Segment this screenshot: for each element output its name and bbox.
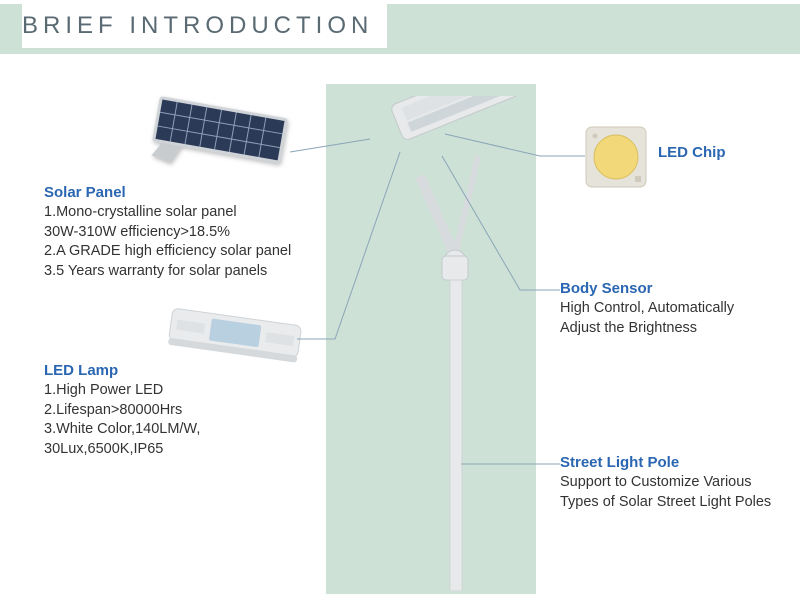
solar-panel-image	[148, 92, 298, 187]
led-lamp-callout: LED Lamp 1.High Power LED 2.Lifespan>800…	[44, 362, 294, 459]
led-chip-title: LED Chip	[658, 144, 726, 161]
body-sensor-callout: Body Sensor High Control, Automatically …	[560, 280, 790, 338]
solar-panel-title: Solar Panel	[44, 184, 324, 201]
body-sensor-title: Body Sensor	[560, 280, 790, 297]
street-pole-callout: Street Light Pole Support to Customize V…	[560, 454, 790, 512]
led-lamp-title: LED Lamp	[44, 362, 294, 379]
led-chip-image	[583, 124, 649, 195]
led-chip-callout: LED Chip	[658, 144, 726, 163]
solar-panel-body: 1.Mono-crystalline solar panel 30W-310W …	[44, 203, 324, 281]
streetlight-illustration	[360, 96, 530, 596]
page-title: BRIEF INTRODUCTION	[22, 4, 387, 48]
street-pole-body: Support to Customize Various Types of So…	[560, 473, 790, 512]
led-lamp-body: 1.High Power LED 2.Lifespan>80000Hrs 3.W…	[44, 381, 294, 459]
street-pole-title: Street Light Pole	[560, 454, 790, 471]
solar-panel-callout: Solar Panel 1.Mono-crystalline solar pan…	[44, 184, 324, 281]
body-sensor-body: High Control, Automatically Adjust the B…	[560, 299, 790, 338]
